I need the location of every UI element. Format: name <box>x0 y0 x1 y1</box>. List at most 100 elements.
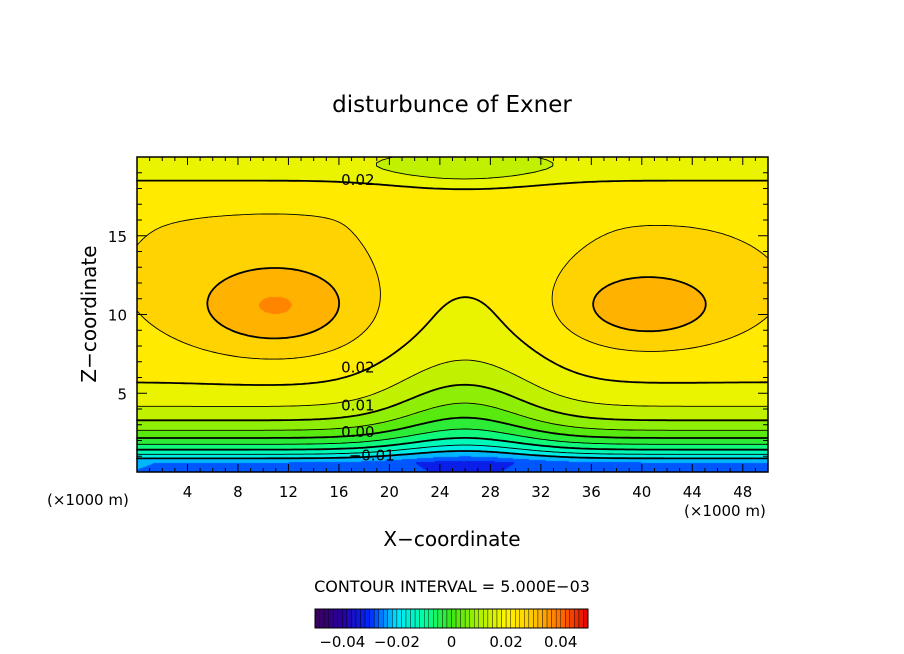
colorbar-cell <box>419 608 425 629</box>
colorbar-cell <box>355 608 361 629</box>
y-axis-label: Z−coordinate <box>77 245 101 382</box>
contour-label: 0.00 <box>341 423 374 441</box>
colorbar-tick-label: 0 <box>447 633 457 651</box>
contour-line <box>136 213 768 360</box>
colorbar-cell <box>323 608 329 629</box>
colorbar-cell <box>537 608 543 629</box>
colorbar-cell <box>583 608 589 629</box>
colorbar-cell <box>328 608 334 629</box>
y-axis-ticks: 5 10 15 <box>108 172 768 457</box>
colorbar-cell <box>555 608 561 629</box>
colorbar-cell <box>478 608 484 629</box>
contour-line <box>136 156 768 407</box>
colorbar-cell <box>396 608 402 629</box>
colorbar-cell <box>351 608 357 629</box>
colorbar-cell <box>551 608 557 629</box>
x-tick-label: 44 <box>683 483 702 501</box>
colorbar-cell <box>578 608 584 629</box>
colorbar-cell <box>528 608 534 629</box>
colorbar-cell <box>405 608 411 629</box>
x-tick-label: 40 <box>632 483 651 501</box>
colorbar: −0.04 −0.02 0 0.02 0.04 <box>314 608 589 651</box>
colorbar-cell <box>533 608 539 629</box>
colorbar-cell <box>333 608 338 629</box>
colorbar-cell <box>542 608 548 629</box>
colorbar-cell <box>492 608 498 629</box>
x-tick-label: 28 <box>481 483 500 501</box>
colorbar-cell <box>442 608 448 629</box>
colorbar-cell <box>437 608 443 629</box>
colorbar-cells <box>314 608 589 629</box>
colorbar-cell <box>546 608 552 629</box>
colorbar-cell <box>496 608 502 629</box>
colorbar-cell <box>487 608 493 629</box>
colorbar-cell <box>464 608 470 629</box>
colorbar-cell <box>455 608 461 629</box>
colorbar-cell <box>319 608 325 629</box>
contour-label: −0.01 <box>349 447 395 465</box>
colorbar-cell <box>505 608 511 629</box>
colorbar-cell <box>373 608 379 629</box>
colorbar-cell <box>565 608 571 629</box>
colorbar-cell <box>469 608 475 629</box>
x-tick-label: 12 <box>279 483 298 501</box>
colorbar-cell <box>392 608 398 629</box>
contour-line <box>136 437 768 451</box>
colorbar-cell <box>346 608 352 629</box>
colorbar-cell <box>519 608 525 629</box>
contour-lines <box>136 156 768 460</box>
colorbar-tick-label: −0.02 <box>374 633 420 651</box>
x-tick-label: 32 <box>531 483 550 501</box>
colorbar-cell <box>474 608 480 629</box>
colorbar-tick-labels: −0.04 −0.02 0 0.02 0.04 <box>319 633 577 651</box>
colorbar-cell <box>314 608 320 629</box>
colorbar-cell <box>387 608 393 629</box>
colorbar-cell <box>483 608 489 629</box>
x-axis-label: X−coordinate <box>383 527 520 551</box>
colorbar-cell <box>378 608 384 629</box>
colorbar-cell <box>337 608 343 629</box>
colorbar-cell <box>433 608 439 629</box>
contour-label: 0.01 <box>341 396 374 414</box>
contour-labels: 0.02 0.02 0.01 0.00 −0.01 <box>341 171 395 465</box>
colorbar-cell <box>383 608 389 629</box>
contour-line <box>136 450 768 460</box>
x-tick-label: 24 <box>430 483 449 501</box>
colorbar-tick-label: 0.04 <box>544 633 577 651</box>
x-tick-label: 20 <box>380 483 399 501</box>
colorbar-cell <box>510 608 516 629</box>
colorbar-cell <box>364 608 370 629</box>
y-tick-label: 10 <box>108 307 127 325</box>
contour-line <box>136 179 768 386</box>
colorbar-cell <box>515 608 520 629</box>
colorbar-cell <box>501 608 507 629</box>
contour-line <box>136 383 768 422</box>
y-tick-label: 5 <box>117 385 127 403</box>
colorbar-cell <box>401 608 407 629</box>
y-tick-label: 15 <box>108 228 127 246</box>
colorbar-cell <box>342 608 348 629</box>
x-tick-label: 4 <box>183 483 193 501</box>
colorbar-cell <box>460 608 466 629</box>
x-unit-label-left: (×1000 m) <box>47 491 129 509</box>
colorbar-cell <box>524 608 530 629</box>
contour-line <box>136 428 768 445</box>
contour-fill <box>137 157 768 472</box>
colorbar-cell <box>446 608 452 629</box>
colorbar-tick-label: −0.04 <box>319 633 365 651</box>
colorbar-cell <box>574 608 580 629</box>
contour-label: 0.02 <box>341 171 374 189</box>
colorbar-cell <box>569 608 575 629</box>
colorbar-cell <box>414 608 420 629</box>
colorbar-cell <box>451 608 457 629</box>
contour-line <box>136 402 768 431</box>
contour-interval-text: CONTOUR INTERVAL = 5.000E−03 <box>314 577 590 596</box>
x-tick-label: 36 <box>582 483 601 501</box>
colorbar-frame <box>314 608 589 629</box>
x-tick-label: 8 <box>233 483 243 501</box>
colorbar-cell <box>360 608 366 629</box>
x-axis-ticks: 4 8 12 16 20 24 28 32 36 40 44 48 <box>149 157 756 501</box>
colorbar-cell <box>424 608 429 629</box>
x-unit-label-right: (×1000 m) <box>684 502 766 520</box>
